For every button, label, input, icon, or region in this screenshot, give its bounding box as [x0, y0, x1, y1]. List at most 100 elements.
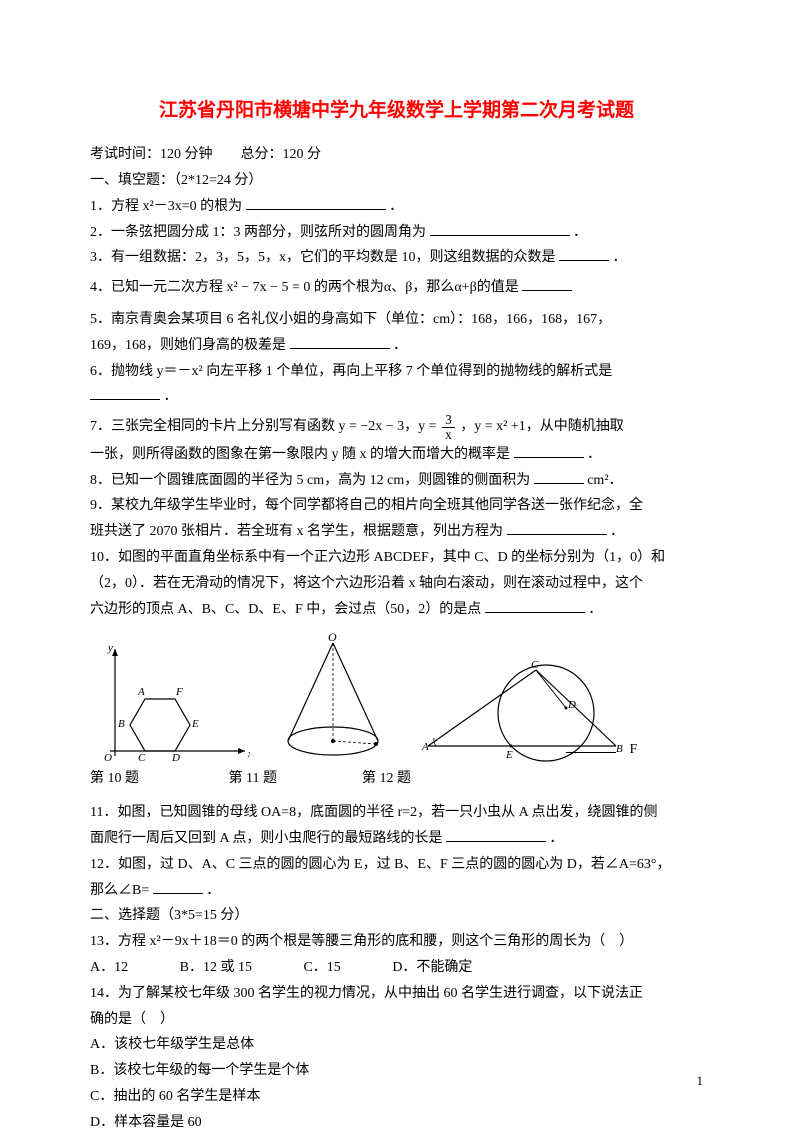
q2-text: 2．一条弦把圆分成 1：3 两部分，则弦所对的圆周角为 — [90, 225, 426, 240]
q9b-text: 班共送了 2070 张相片．若全班有 x 名学生，根据题意，列出方程为 — [90, 524, 503, 539]
q11b-text: 面爬行一周后又回到 A 点，则小虫爬行的最短路线的长是 — [90, 831, 442, 846]
exam-meta: 考试时间：120 分钟 总分：120 分 — [90, 143, 703, 167]
q7b-text: ，y = x² +1，从中随机抽取 — [460, 419, 624, 434]
blank — [430, 222, 570, 236]
figures-row: x y O C D E F A B O A C D E — [90, 631, 703, 761]
q2: 2．一条弦把圆分成 1：3 两部分，则弦所对的圆周角为 ． — [90, 221, 703, 245]
q5-end: ． — [393, 338, 407, 353]
blank — [153, 880, 203, 894]
q13-c: C．15 — [303, 956, 340, 980]
q12a: 12．如图，过 D、A、C 三点的圆的圆心为 E，过 B、E、F 三点的圆的圆心… — [90, 853, 703, 877]
q1-end: ． — [389, 199, 403, 214]
caption-10: 第 10 题 — [90, 767, 225, 791]
blank — [507, 521, 607, 535]
blank — [534, 470, 584, 484]
blank — [290, 335, 390, 349]
label-f: F — [630, 738, 638, 762]
q9a: 9．某校九年级学生毕业时，每个同学都将自己的相片向全班其他同学各送一张作纪念，全 — [90, 494, 703, 518]
page-title: 江苏省丹阳市横塘中学九年级数学上学期第二次月考试题 — [90, 95, 703, 127]
q5a: 5．南京青奥会某项目 6 名礼仪小姐的身高如下（单位：cm）：168，166，1… — [90, 308, 703, 332]
q6b: ． — [90, 385, 703, 409]
q5b: 169，168，则她们身高的极差是 ． — [90, 334, 703, 358]
blank — [90, 386, 160, 400]
q10c: 六边形的顶点 A、B、C、D、E、F 中，会过点（50，2）的是点 ． — [90, 598, 703, 622]
section2-heading: 二、选择题（3*5=15 分） — [90, 904, 703, 928]
q3: 3．有一组数据：2，3，5，5，x，它们的平均数是 10，则这组数据的众数是 ． — [90, 246, 703, 270]
q5b-text: 169，168，则她们身高的极差是 — [90, 338, 286, 353]
svg-text:x: x — [247, 748, 250, 760]
frac-num: 3 — [442, 413, 455, 427]
q6-end: ． — [164, 389, 178, 404]
q13-options: A．12 B．12 或 15 C．15 D．不能确定 — [90, 956, 703, 980]
figure-captions: 第 10 题 第 11 题 第 12 题 — [90, 767, 703, 791]
q9-end: ． — [610, 524, 624, 539]
q7c: 一张，则所得函数的图象在第一象限内 y 随 x 的增大而增大的概率是 ． — [90, 443, 703, 467]
q8: 8．已知一个圆锥底面圆的半径为 5 cm，高为 12 cm，则圆锥的侧面积为 c… — [90, 469, 703, 493]
svg-text:B: B — [118, 718, 125, 730]
svg-text:F: F — [175, 686, 183, 698]
q10b: （2，0）．若在无滑动的情况下，将这个六边形沿着 x 轴向右滚动，则在滚动过程中… — [90, 572, 703, 596]
svg-text:A: A — [137, 686, 145, 698]
blank — [522, 277, 572, 291]
blank — [514, 444, 584, 458]
svg-text:E: E — [505, 749, 513, 761]
q14-oc: C．抽出的 60 名学生是样本 — [90, 1085, 703, 1109]
page-number: 1 — [697, 1070, 704, 1092]
q14-oa: A．该校七年级学生是总体 — [90, 1033, 703, 1057]
q4: 4．已知一元二次方程 x² − 7x − 5 = 0 的两个根为α、β，那么α+… — [90, 276, 703, 300]
q7a-text: 7．三张完全相同的卡片上分别写有函数 y = −2x − 3，y = — [90, 419, 440, 434]
q13-d: D．不能确定 — [392, 956, 472, 980]
q10c-text: 六边形的顶点 A、B、C、D、E、F 中，会过点（50，2）的是点 — [90, 602, 481, 617]
q3-end: ． — [613, 250, 627, 265]
q7-end: ． — [587, 447, 601, 462]
blank — [246, 196, 386, 210]
svg-text:D: D — [567, 699, 576, 711]
frac-den: x — [442, 428, 455, 441]
svg-text:D: D — [171, 752, 180, 761]
svg-text:C: C — [531, 659, 539, 671]
svg-text:O: O — [328, 631, 337, 644]
caption-11: 第 11 题 — [229, 767, 359, 791]
q7c-text: 一张，则所得函数的图象在第一象限内 y 随 x 的增大而增大的概率是 — [90, 447, 510, 462]
blank — [559, 247, 609, 261]
q4-text: 4．已知一元二次方程 x² − 7x − 5 = 0 的两个根为α、β，那么α+… — [90, 280, 519, 295]
q7a: 7．三张完全相同的卡片上分别写有函数 y = −2x − 3，y = 3 x ，… — [90, 413, 703, 441]
svg-text:y: y — [107, 642, 113, 654]
q8-text: 8．已知一个圆锥底面圆的半径为 5 cm，高为 12 cm，则圆锥的侧面积为 — [90, 473, 530, 488]
q11a: 11．如图，已知圆锥的母线 OA=8，底面圆的半径 r=2，若一只小虫从 A 点… — [90, 801, 703, 825]
q6a: 6．抛物线 y＝－x² 向左平移 1 个单位，再向上平移 7 个单位得到的抛物线… — [90, 360, 703, 384]
fraction: 3 x — [442, 413, 455, 441]
blank — [446, 828, 546, 842]
blank — [566, 739, 616, 753]
q11b: 面爬行一周后又回到 A 点，则小虫爬行的最短路线的长是 ． — [90, 827, 703, 851]
q14-ob: B．该校七年级的每一个学生是个体 — [90, 1059, 703, 1083]
figure-12-wrap: A C D E B F — [416, 658, 637, 762]
q14b: 确的是（ ） — [90, 1008, 703, 1032]
svg-text:C: C — [138, 752, 146, 761]
q11-end: ． — [549, 831, 563, 846]
q3-text: 3．有一组数据：2，3，5，5，x，它们的平均数是 10，则这组数据的众数是 — [90, 250, 556, 265]
q14-od: D．样本容量是 60 — [90, 1111, 703, 1135]
q2-end: ． — [573, 225, 587, 240]
q12b-text: 那么∠B= — [90, 883, 149, 898]
q14a: 14．为了解某校七年级 300 名学生的视力情况，从中抽出 60 名学生进行调查… — [90, 982, 703, 1006]
caption-12: 第 12 题 — [362, 767, 411, 791]
q10a: 10．如图的平面直角坐标系中有一个正六边形 ABCDEF，其中 C、D 的坐标分… — [90, 546, 703, 570]
blank — [485, 599, 585, 613]
figure-11-cone: O — [268, 631, 398, 761]
q1: 1．方程 x²－3x=0 的根为 ． — [90, 195, 703, 219]
svg-text:A: A — [421, 741, 429, 753]
q10-end: ． — [588, 602, 602, 617]
svg-text:O: O — [104, 752, 112, 761]
svg-text:E: E — [191, 718, 199, 730]
q13-a: A．12 — [90, 956, 128, 980]
q13-b: B．12 或 15 — [180, 956, 252, 980]
q12-end: ． — [206, 883, 220, 898]
section1-heading: 一、填空题：（2*12=24 分） — [90, 169, 703, 193]
q1-text: 1．方程 x²－3x=0 的根为 — [90, 199, 242, 214]
q8-end: cm²． — [587, 473, 622, 488]
figure-10-hexagon: x y O C D E F A B — [90, 641, 250, 761]
q13: 13．方程 x²－9x＋18＝0 的两个根是等腰三角形的底和腰，则这个三角形的周… — [90, 930, 703, 954]
q12b: 那么∠B= ． — [90, 879, 703, 903]
q9b: 班共送了 2070 张相片．若全班有 x 名学生，根据题意，列出方程为 ． — [90, 520, 703, 544]
